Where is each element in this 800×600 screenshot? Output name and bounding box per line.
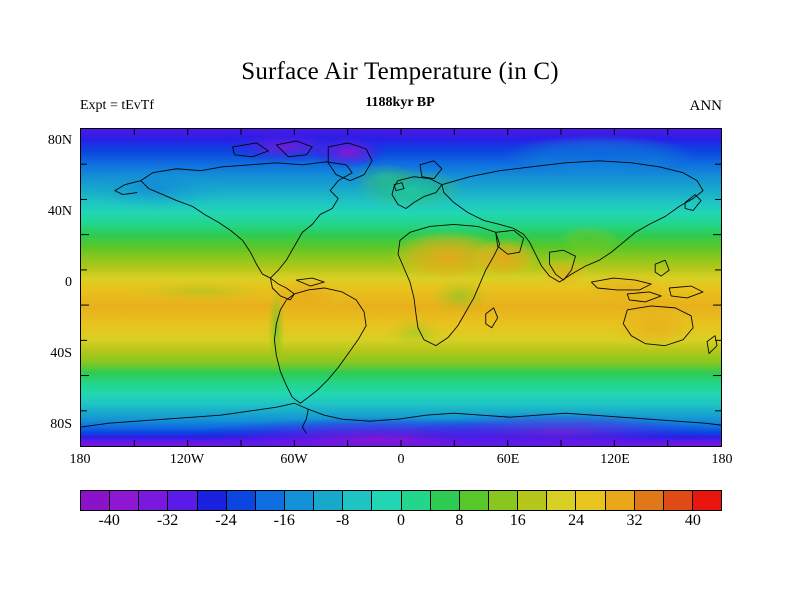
season-label: ANN <box>689 98 723 114</box>
colorbar-tick-label: 32 <box>626 512 643 529</box>
x-tick-0: 0 <box>397 452 405 467</box>
colorbar-cell <box>314 491 344 510</box>
y-tick-0: 0 <box>65 275 72 290</box>
colorbar-cell <box>692 491 722 510</box>
x-tick-180e: 180 <box>711 452 733 467</box>
chart-subtitle: 1188kyr BP <box>365 95 435 110</box>
y-tick-80s: 80S <box>50 417 72 432</box>
colorbar-cell <box>576 491 606 510</box>
colorbar <box>80 490 722 511</box>
y-tick-40n: 40N <box>47 204 72 219</box>
colorbar-cell <box>139 491 169 510</box>
colorbar-tick-label: -32 <box>156 512 179 529</box>
colorbar-cell <box>634 491 664 510</box>
colorbar-tick-label: -40 <box>98 512 120 529</box>
colorbar-cell <box>284 491 315 510</box>
colorbar-cell <box>430 491 460 510</box>
x-tick-60e: 60E <box>496 452 520 467</box>
colorbar-cell <box>488 491 519 510</box>
colorbar-cell <box>459 491 489 510</box>
y-tick-80n: 80N <box>47 133 72 148</box>
colorbar-tick-label: 16 <box>509 512 526 529</box>
colorbar-cell <box>81 491 111 510</box>
map-plot-area <box>80 128 722 447</box>
colorbar-cell <box>547 491 577 510</box>
colorbar-cell <box>168 491 198 510</box>
coastlines <box>81 140 721 434</box>
colorbar-tick-label: 8 <box>455 512 464 529</box>
experiment-label: Expt = tEvTf <box>80 98 154 113</box>
x-tick-180w: 180 <box>69 452 91 467</box>
colorbar-tick-label: -8 <box>335 512 350 529</box>
colorbar-tick-labels: -40 -32 -24 -16 -8 0 8 16 24 32 40 <box>0 512 800 536</box>
colorbar-tick-label: 40 <box>684 512 701 529</box>
colorbar-cell <box>343 491 373 510</box>
colorbar-cell <box>226 491 256 510</box>
x-tick-120w: 120W <box>169 452 205 467</box>
colorbar-tick-label: -24 <box>215 512 237 529</box>
plot-ticks <box>81 129 721 446</box>
x-tick-120e: 120E <box>600 452 630 467</box>
colorbar-tick-label: -16 <box>273 512 295 529</box>
x-tick-60w: 60W <box>280 452 308 467</box>
colorbar-cell <box>605 491 635 510</box>
page-title: Surface Air Temperature (in C) <box>241 58 559 85</box>
colorbar-cell <box>255 491 285 510</box>
colorbar-cell <box>197 491 227 510</box>
y-tick-40s: 40S <box>50 346 72 361</box>
colorbar-tick-label: 0 <box>397 512 405 529</box>
colorbar-cell <box>518 491 548 510</box>
colorbar-cell <box>401 491 431 510</box>
colorbar-tick-label: 24 <box>568 512 585 529</box>
colorbar-cell <box>663 491 693 510</box>
regional-anomalies <box>85 130 709 446</box>
colorbar-cell <box>372 491 402 510</box>
temperature-field <box>81 129 721 446</box>
colorbar-cell <box>110 491 140 510</box>
